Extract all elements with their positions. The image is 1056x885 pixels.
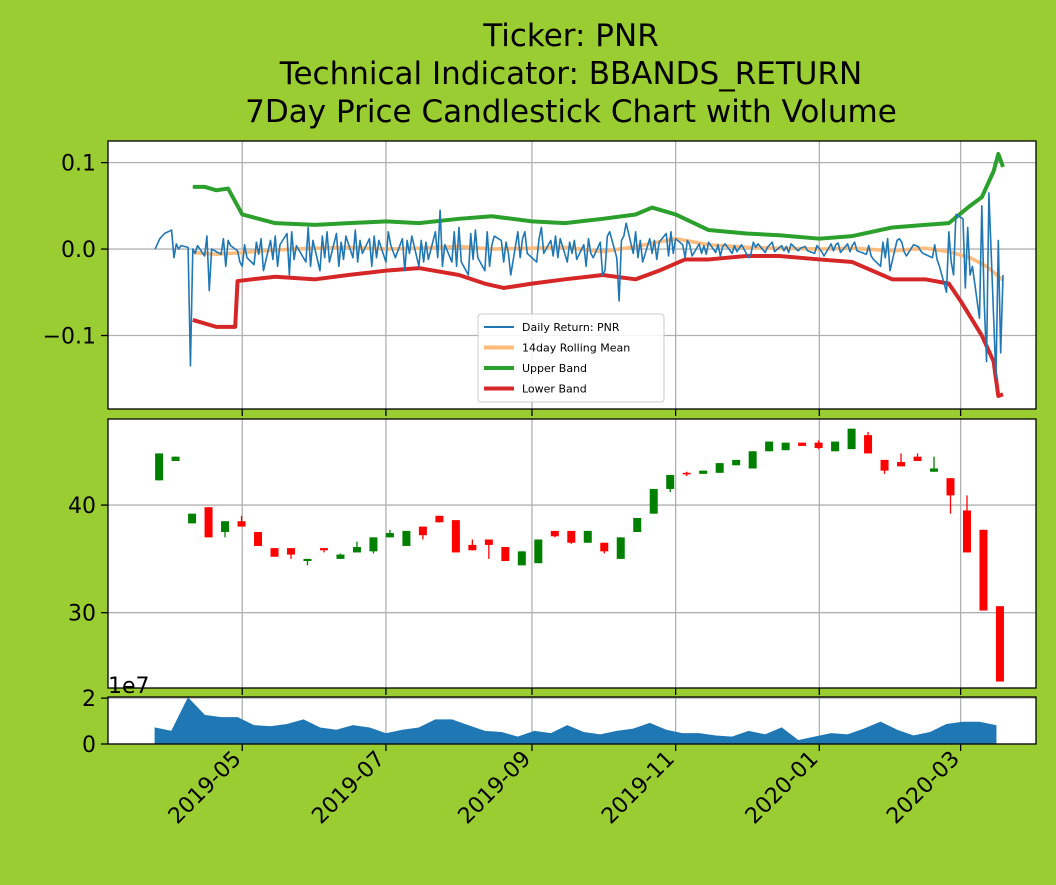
volume-offset-label: 1e7	[108, 674, 150, 699]
y-tick-label: 30	[68, 602, 96, 627]
x-tick-label: 2019-05	[164, 747, 247, 830]
candle-body	[715, 463, 724, 473]
chart-title: Ticker: PNR Technical Indicator: BBANDS_…	[245, 18, 897, 130]
candle-body	[798, 442, 807, 446]
candle-body	[880, 459, 889, 471]
candle-body	[451, 520, 460, 553]
volume-area	[154, 697, 997, 745]
y-tick-label: 0.1	[61, 152, 96, 177]
y-tick-label: −0.1	[43, 325, 96, 350]
candle-body	[583, 530, 592, 543]
plot-area	[108, 419, 1036, 688]
y-tick-label: 0.0	[61, 238, 96, 263]
candle-body	[303, 558, 312, 562]
candle-body	[435, 515, 444, 523]
title-line-description: 7Day Price Candlestick Chart with Volume	[245, 94, 897, 130]
candle-body	[270, 548, 279, 557]
x-tick-label: 2020-01	[741, 747, 824, 830]
candle-body	[188, 513, 197, 524]
candle-body	[946, 478, 955, 496]
candle-body	[732, 459, 741, 466]
candle-body	[864, 435, 873, 454]
candle-body	[484, 539, 493, 545]
candle-body	[814, 442, 823, 449]
x-tick-label: 2020-03	[882, 747, 965, 830]
candle-body	[633, 517, 642, 532]
candle-body	[781, 442, 790, 451]
candle-body	[237, 521, 246, 527]
candle-body	[962, 510, 971, 553]
title-line-ticker: Ticker: PNR	[482, 18, 658, 54]
series-line	[154, 192, 1004, 380]
y-tick-label: 0	[82, 733, 96, 758]
y-tick-label: 40	[68, 494, 96, 519]
candle-body	[385, 533, 394, 538]
candle-body	[402, 530, 411, 546]
candle-body	[682, 472, 691, 475]
candle-body	[352, 547, 361, 553]
legend-entry: Daily Return: PNR	[522, 321, 620, 334]
x-tick-label: 2019-07	[307, 747, 390, 830]
candle-body	[616, 537, 625, 559]
price-panel: 40 30	[68, 418, 1037, 695]
candle-body	[254, 531, 263, 546]
axes-frame	[107, 418, 1037, 689]
candle-body	[319, 548, 328, 551]
legend-entry: Upper Band	[522, 362, 587, 375]
candle-body	[336, 554, 345, 559]
candle-body	[913, 456, 922, 461]
candle-body	[534, 539, 543, 564]
candle-body	[979, 529, 988, 611]
candle-body	[468, 544, 477, 551]
returns-panel: 0.1 0.0 −0.1 Daily Return: PNR 14day Rolling…	[43, 140, 1037, 416]
series-line	[192, 151, 1005, 241]
candle-body	[171, 456, 180, 461]
candle-body	[369, 537, 378, 552]
series-line	[192, 253, 1004, 399]
legend-entry: Lower Band	[522, 383, 587, 396]
candle-body	[930, 468, 939, 472]
x-axis: 2019-05 2019-07 2019-09 2019-11 2020-01 2020-…	[164, 747, 965, 830]
candle-body	[847, 428, 856, 450]
volume-panel: 2 0 1e7	[82, 674, 1037, 758]
y-tick-label: 2	[82, 687, 96, 712]
candle-body	[550, 530, 559, 537]
x-tick-label: 2019-11	[597, 747, 680, 830]
candle-body	[155, 453, 164, 481]
candle-body	[897, 462, 906, 467]
candle-body	[287, 548, 296, 555]
candle-body	[831, 441, 840, 452]
candle-body	[517, 551, 526, 566]
candle-body	[221, 521, 230, 532]
candle-body	[204, 507, 213, 538]
legend-box	[477, 313, 665, 403]
candle-body	[600, 542, 609, 552]
candle-body	[418, 526, 427, 536]
candle-body	[567, 530, 576, 543]
candle-body	[765, 441, 774, 452]
candle-body	[666, 474, 675, 489]
candle-body	[501, 547, 510, 562]
axes-frame	[107, 696, 1037, 745]
x-tick-label: 2019-09	[454, 747, 537, 830]
candle-body	[649, 488, 658, 514]
title-line-indicator: Technical Indicator: BBANDS_RETURN	[279, 56, 862, 92]
candle-body	[995, 606, 1004, 682]
legend-entry: 14day Rolling Mean	[522, 342, 630, 355]
candle-body	[699, 470, 708, 474]
candle-body	[748, 451, 757, 469]
axes-frame	[107, 140, 1037, 410]
